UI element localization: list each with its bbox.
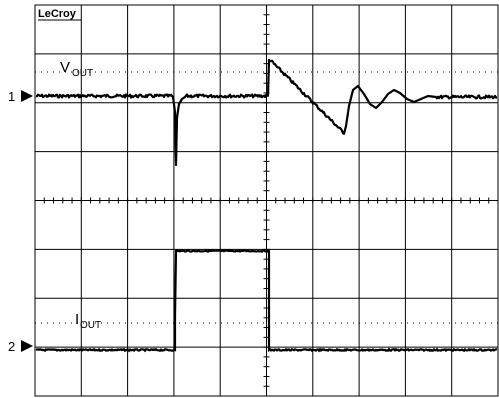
brand-logo: LeCroy bbox=[38, 8, 77, 20]
trace-2-label-main: I bbox=[75, 311, 79, 328]
trace-1-waveform bbox=[35, 58, 498, 167]
channel-2-arrow-icon bbox=[21, 340, 33, 352]
trace-1-label: V OUT bbox=[60, 59, 93, 79]
trace-1-label-main: V bbox=[60, 59, 70, 76]
trace-2-waveform bbox=[35, 249, 498, 353]
channel-2-marker[interactable]: 2 bbox=[8, 339, 33, 354]
channel-1-number: 1 bbox=[8, 89, 15, 104]
trace-2-label: I OUT bbox=[75, 311, 101, 331]
graticule bbox=[34, 4, 498, 396]
trace-2-label-sub: OUT bbox=[80, 320, 101, 331]
channel-1-marker[interactable]: 1 bbox=[8, 89, 33, 104]
channel-1-arrow-icon bbox=[21, 90, 33, 102]
channel-2-number: 2 bbox=[8, 339, 15, 354]
trace-1-label-sub: OUT bbox=[72, 68, 93, 79]
